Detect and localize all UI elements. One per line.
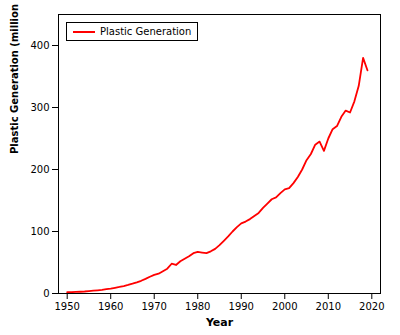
svg-text:2020: 2020 [359,301,384,312]
svg-text:200: 200 [30,164,49,175]
html-text:Plastic Generation: Plastic Generation [100,26,192,37]
svg-text:100: 100 [30,226,49,237]
svg-text:Year: Year [205,316,234,329]
svg-text:0: 0 [43,288,49,299]
svg-text:1980: 1980 [185,301,210,312]
svg-text:Plastic Generation (million me: Plastic Generation (million metric tons/… [9,0,20,154]
svg-text:1970: 1970 [142,301,167,312]
svg-text:2000: 2000 [272,301,297,312]
svg-text:1960: 1960 [98,301,123,312]
svg-text:1950: 1950 [54,301,79,312]
svg-text:300: 300 [30,102,49,113]
svg-text:1990: 1990 [229,301,254,312]
svg-text:2010: 2010 [316,301,341,312]
svg-text:400: 400 [30,40,49,51]
